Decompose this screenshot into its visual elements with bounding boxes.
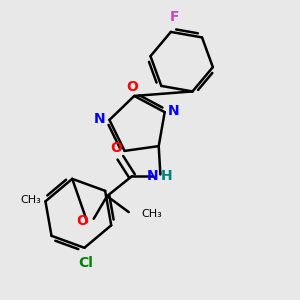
Text: N: N [168,104,180,118]
Text: O: O [127,80,139,94]
Text: F: F [169,10,179,24]
Text: Cl: Cl [79,256,94,270]
Text: N: N [147,169,159,183]
Text: O: O [110,141,122,155]
Text: CH₃: CH₃ [20,195,41,205]
Text: N: N [94,112,105,126]
Text: H: H [160,169,172,183]
Text: O: O [76,214,88,228]
Text: CH₃: CH₃ [141,209,162,219]
